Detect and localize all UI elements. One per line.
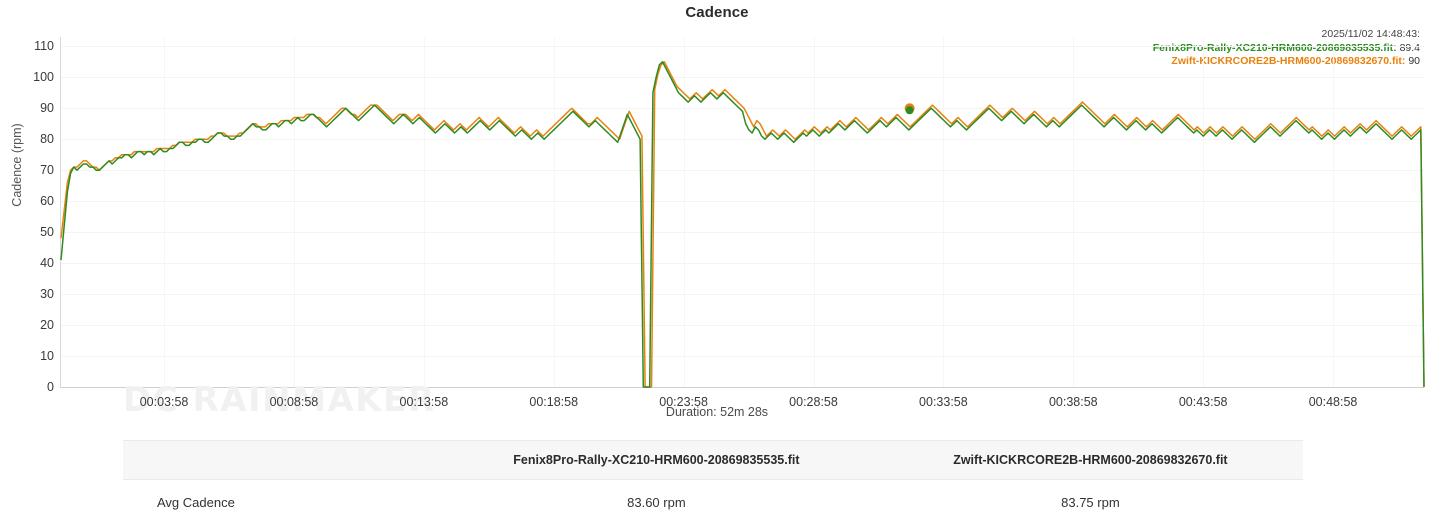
y-tick-label: 30 [40,287,54,301]
y-axis-label: Cadence (rpm) [10,100,24,230]
summary-row-label: Avg Cadence [123,480,435,525]
summary-header-row: Fenix8Pro-Rally-XC210-HRM600-20869835535… [123,441,1303,480]
y-tick-label: 0 [47,380,54,394]
y-tick-label: 10 [40,349,54,363]
y-tick-label: 50 [40,225,54,239]
hover-marker-dot [906,106,914,114]
summary-header-metric [123,441,435,480]
y-tick-label: 40 [40,256,54,270]
y-tick-label: 100 [33,70,54,84]
y-tick-label: 80 [40,132,54,146]
y-tick-label: 90 [40,101,54,115]
summary-table-head: Fenix8Pro-Rally-XC210-HRM600-20869835535… [123,441,1303,480]
series-line [61,62,1424,387]
y-tick-label: 70 [40,163,54,177]
summary-cell-series-0: 83.60 rpm [435,480,878,525]
summary-header-series-0: Fenix8Pro-Rally-XC210-HRM600-20869835535… [435,441,878,480]
summary-cell-series-1: 83.75 rpm [878,480,1303,525]
y-tick-label: 60 [40,194,54,208]
summary-table: Fenix8Pro-Rally-XC210-HRM600-20869835535… [123,440,1303,525]
y-tick-label: 20 [40,318,54,332]
y-tick-label: 110 [34,39,54,53]
x-axis-label: Duration: 52m 28s [0,405,1434,419]
series-plot [61,37,1424,387]
summary-header-series-1: Zwift-KICKRCORE2B-HRM600-20869832670.fit [878,441,1303,480]
